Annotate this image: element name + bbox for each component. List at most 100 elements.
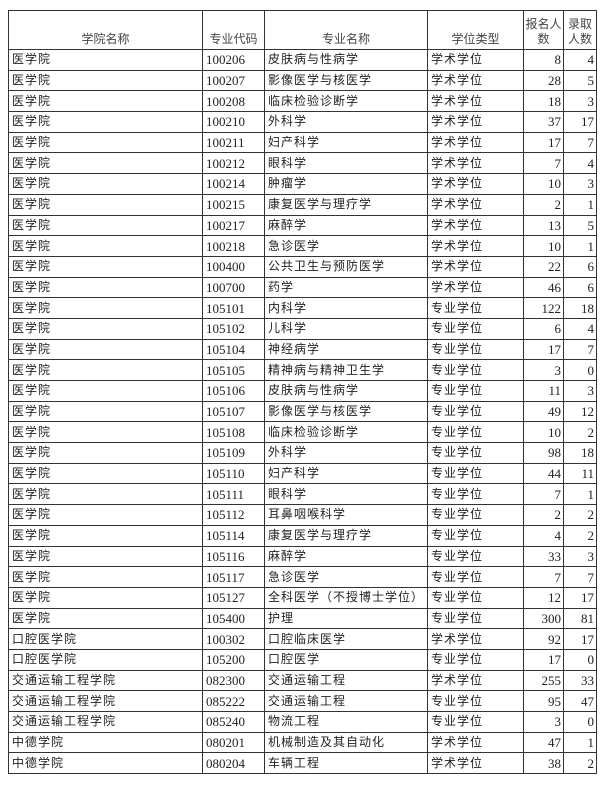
college-cell: 医学院 <box>8 297 203 319</box>
major-cell: 急诊医学 <box>264 235 428 257</box>
degree-cell: 学术学位 <box>427 152 524 175</box>
major-cell: 康复医学与理疗学 <box>264 524 428 547</box>
major-cell: 口腔医学 <box>264 648 428 671</box>
table-row: 医学院 100217 麻醉学 学术学位 13 5 <box>8 214 597 237</box>
admitted-cell: 0 <box>563 711 597 733</box>
admitted-cell: 81 <box>563 607 597 630</box>
college-cell: 中德学院 <box>8 752 203 775</box>
major-cell: 口腔临床医学 <box>264 628 428 650</box>
code-cell: 105114 <box>202 524 265 547</box>
major-cell: 眼科学 <box>264 483 428 506</box>
college-cell: 口腔医学院 <box>8 648 203 671</box>
college-cell: 医学院 <box>8 462 203 485</box>
admitted-cell: 3 <box>563 545 597 568</box>
applicants-cell: 33 <box>523 545 564 568</box>
applicants-cell: 44 <box>523 462 564 485</box>
applicants-cell: 7 <box>523 566 564 588</box>
degree-cell: 学术学位 <box>427 731 524 754</box>
major-cell: 急诊医学 <box>264 566 428 588</box>
table-row: 医学院 105106 皮肤病与性病学 专业学位 11 3 <box>8 380 597 402</box>
header-row: 学院名称 专业代码 专业名称 学位类型 报名人数 录取人数 <box>8 10 597 50</box>
admitted-cell: 2 <box>563 504 597 526</box>
code-cell: 085240 <box>202 711 265 733</box>
admitted-cell: 2 <box>563 421 597 444</box>
code-cell: 105105 <box>202 359 265 381</box>
admitted-cell: 2 <box>563 752 597 775</box>
college-cell: 交通运输工程学院 <box>8 711 203 733</box>
college-cell: 医学院 <box>8 69 203 92</box>
major-cell: 临床检验诊断学 <box>264 90 428 113</box>
college-cell: 医学院 <box>8 317 203 340</box>
applicants-cell: 98 <box>523 442 564 464</box>
applicants-cell: 7 <box>523 152 564 175</box>
table-row: 医学院 105110 妇产科学 专业学位 44 11 <box>8 462 597 485</box>
college-cell: 医学院 <box>8 566 203 588</box>
degree-cell: 学术学位 <box>427 235 524 257</box>
degree-cell: 学术学位 <box>427 752 524 775</box>
code-cell: 105107 <box>202 400 265 423</box>
header-degree: 学位类型 <box>427 10 524 50</box>
applicants-cell: 3 <box>523 359 564 381</box>
code-cell: 100302 <box>202 628 265 650</box>
college-cell: 医学院 <box>8 483 203 506</box>
table-row: 医学院 105111 眼科学 专业学位 7 1 <box>8 483 597 506</box>
table-row: 医学院 100215 康复医学与理疗学 学术学位 2 1 <box>8 193 597 216</box>
college-cell: 医学院 <box>8 193 203 216</box>
applicants-cell: 7 <box>523 483 564 506</box>
code-cell: 100215 <box>202 193 265 216</box>
admitted-cell: 3 <box>563 90 597 113</box>
code-cell: 105112 <box>202 504 265 526</box>
table-row: 医学院 105105 精神病与精神卫生学 专业学位 3 0 <box>8 359 597 381</box>
admitted-cell: 2 <box>563 524 597 547</box>
table-row: 医学院 105117 急诊医学 专业学位 7 7 <box>8 566 597 588</box>
college-cell: 医学院 <box>8 152 203 175</box>
applicants-cell: 49 <box>523 400 564 423</box>
code-cell: 105111 <box>202 483 265 506</box>
college-cell: 医学院 <box>8 359 203 381</box>
college-cell: 医学院 <box>8 235 203 257</box>
table-row: 医学院 105104 神经病学 专业学位 17 7 <box>8 338 597 361</box>
code-cell: 105116 <box>202 545 265 568</box>
degree-cell: 学术学位 <box>427 193 524 216</box>
table-row: 医学院 100700 药学 学术学位 46 6 <box>8 276 597 299</box>
major-cell: 儿科学 <box>264 317 428 340</box>
college-cell: 医学院 <box>8 49 203 71</box>
applicants-cell: 38 <box>523 752 564 775</box>
degree-cell: 专业学位 <box>427 524 524 547</box>
major-cell: 麻醉学 <box>264 214 428 237</box>
major-cell: 护理 <box>264 607 428 630</box>
applicants-cell: 2 <box>523 193 564 216</box>
major-cell: 肿瘤学 <box>264 173 428 195</box>
table-row: 医学院 105108 临床检验诊断学 专业学位 10 2 <box>8 421 597 444</box>
applicants-cell: 12 <box>523 586 564 609</box>
college-cell: 医学院 <box>8 131 203 154</box>
header-applicants: 报名人数 <box>523 10 564 50</box>
degree-cell: 专业学位 <box>427 400 524 423</box>
applicants-cell: 13 <box>523 214 564 237</box>
applicants-cell: 17 <box>523 648 564 671</box>
major-cell: 妇产科学 <box>264 131 428 154</box>
table-row: 中德学院 080204 车辆工程 学术学位 38 2 <box>8 752 597 775</box>
table-row: 中德学院 080201 机械制造及其自动化 学术学位 47 1 <box>8 731 597 754</box>
table-row: 医学院 100214 肿瘤学 学术学位 10 3 <box>8 173 597 195</box>
admitted-cell: 0 <box>563 648 597 671</box>
applicants-cell: 28 <box>523 69 564 92</box>
applicants-cell: 8 <box>523 49 564 71</box>
degree-cell: 专业学位 <box>427 483 524 506</box>
code-cell: 100218 <box>202 235 265 257</box>
admitted-cell: 11 <box>563 462 597 485</box>
major-cell: 公共卫生与预防医学 <box>264 255 428 278</box>
admitted-cell: 1 <box>563 193 597 216</box>
applicants-cell: 17 <box>523 338 564 361</box>
table-row: 交通运输工程学院 085222 交通运输工程 专业学位 95 47 <box>8 690 597 712</box>
applicants-cell: 37 <box>523 111 564 133</box>
table-row: 医学院 100210 外科学 学术学位 37 17 <box>8 111 597 133</box>
code-cell: 100211 <box>202 131 265 154</box>
code-cell: 100700 <box>202 276 265 299</box>
college-cell: 医学院 <box>8 380 203 402</box>
major-cell: 全科医学（不授博士学位） <box>264 586 428 609</box>
admitted-cell: 17 <box>563 586 597 609</box>
code-cell: 082300 <box>202 669 265 692</box>
table-row: 交通运输工程学院 085240 物流工程 专业学位 3 0 <box>8 711 597 733</box>
code-cell: 105117 <box>202 566 265 588</box>
